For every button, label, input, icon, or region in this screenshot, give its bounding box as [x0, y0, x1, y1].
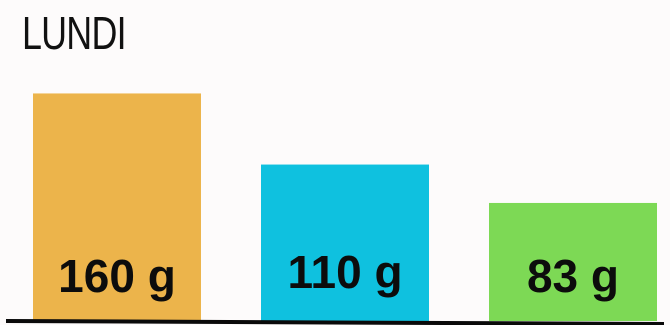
- bar-2: [261, 164, 429, 321]
- bar-3: [489, 202, 657, 321]
- bar-1: [33, 93, 201, 321]
- bar-value-label-2: 110 g: [287, 246, 402, 298]
- bars-group: 160 g 110 g 83 g: [33, 93, 657, 321]
- x-axis-baseline: [5, 319, 665, 325]
- bar-value-label-1: 160 g: [58, 250, 176, 302]
- chart-title: LUNDI: [22, 7, 127, 59]
- bar-value-label-3: 83 g: [527, 250, 619, 302]
